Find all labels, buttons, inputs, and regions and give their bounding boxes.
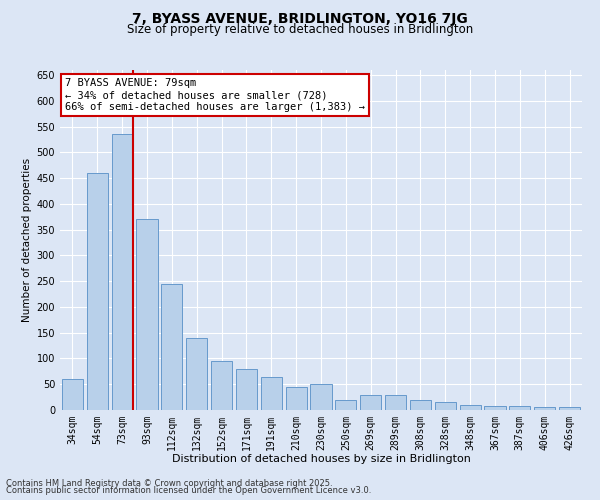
Bar <box>310 384 332 410</box>
Text: Size of property relative to detached houses in Bridlington: Size of property relative to detached ho… <box>127 22 473 36</box>
Bar <box>385 394 406 410</box>
Bar <box>112 134 133 410</box>
Text: 7, BYASS AVENUE, BRIDLINGTON, YO16 7JG: 7, BYASS AVENUE, BRIDLINGTON, YO16 7JG <box>132 12 468 26</box>
Bar <box>236 369 257 410</box>
Bar <box>435 402 456 410</box>
Bar <box>62 379 83 410</box>
Bar <box>509 406 530 410</box>
Bar <box>186 338 207 410</box>
X-axis label: Distribution of detached houses by size in Bridlington: Distribution of detached houses by size … <box>172 454 470 464</box>
Text: 7 BYASS AVENUE: 79sqm
← 34% of detached houses are smaller (728)
66% of semi-det: 7 BYASS AVENUE: 79sqm ← 34% of detached … <box>65 78 365 112</box>
Bar <box>261 376 282 410</box>
Bar <box>484 406 506 410</box>
Bar <box>161 284 182 410</box>
Bar <box>410 400 431 410</box>
Bar <box>335 400 356 410</box>
Y-axis label: Number of detached properties: Number of detached properties <box>22 158 32 322</box>
Bar <box>211 361 232 410</box>
Bar <box>534 408 555 410</box>
Bar <box>87 173 108 410</box>
Text: Contains public sector information licensed under the Open Government Licence v3: Contains public sector information licen… <box>6 486 371 495</box>
Bar <box>136 220 158 410</box>
Bar <box>559 408 580 410</box>
Bar <box>286 387 307 410</box>
Bar <box>460 405 481 410</box>
Text: Contains HM Land Registry data © Crown copyright and database right 2025.: Contains HM Land Registry data © Crown c… <box>6 478 332 488</box>
Bar <box>360 394 381 410</box>
